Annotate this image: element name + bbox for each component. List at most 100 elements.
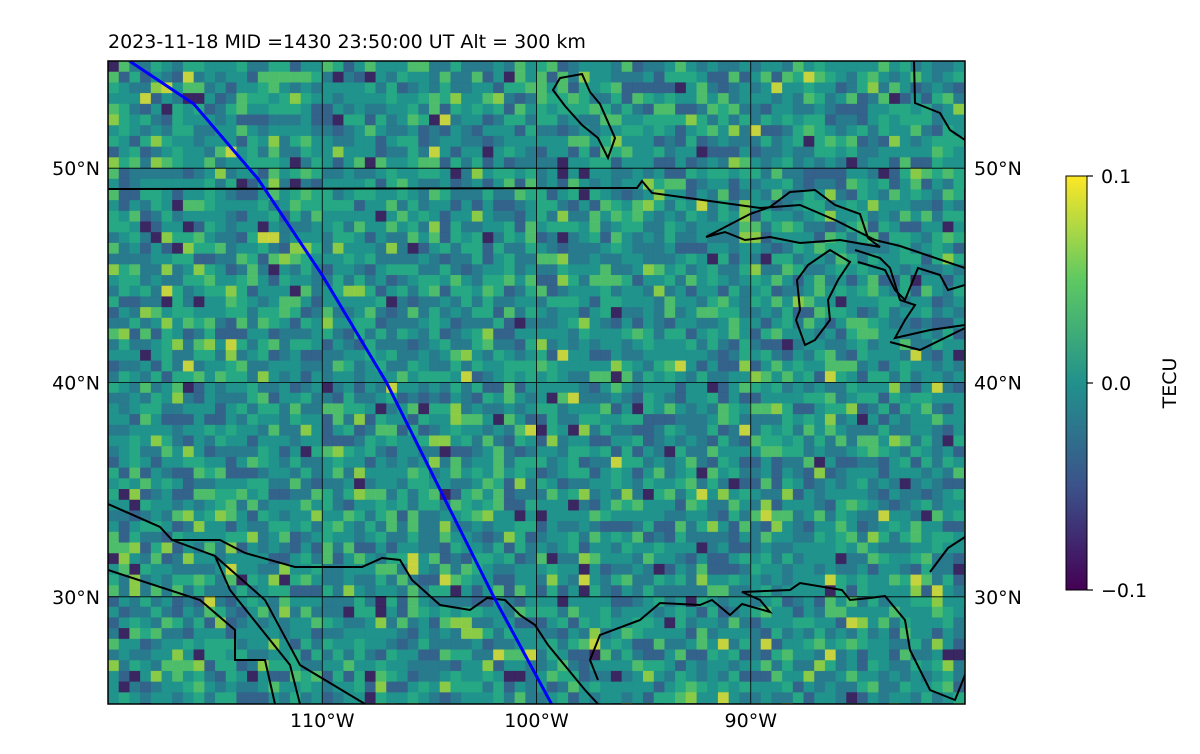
tec-cell [108,510,119,522]
tec-cell [632,328,644,340]
tec-cell [814,189,826,201]
tec-cell [632,125,644,137]
tec-cell [396,371,408,383]
tec-cell [225,339,237,351]
tec-cell [429,339,440,351]
tec-cell [717,82,729,94]
tec-cell [311,168,323,179]
tec-cell [429,435,440,447]
tec-cell [215,414,226,426]
tec-cell [846,275,858,286]
tec-cell [289,253,301,265]
tec-cell [364,103,376,115]
tec-cell [439,285,451,297]
tec-cell [782,670,794,682]
tec-cell [600,168,612,179]
tec-cell [140,328,152,340]
tec-cell [536,157,547,169]
tec-cell [685,61,697,72]
tec-cell [450,61,462,72]
tec-cell [108,103,119,115]
tec-cell [750,681,761,693]
tec-cell [418,553,430,565]
tec-cell [247,510,259,522]
tec-cell [129,93,141,105]
tec-cell [354,135,366,147]
tec-cell [514,200,526,212]
tec-cell [782,414,794,426]
latitude-label: 30°N [974,587,1022,609]
tec-cell [332,628,344,640]
tec-cell [835,114,847,126]
tec-cell [739,296,751,308]
tec-cell [461,692,473,704]
tec-cell [942,339,954,351]
tec-cell [632,382,644,393]
colorbar: 0.10.0−0.1 TECU [1065,166,1181,602]
tec-cell [867,681,879,693]
tec-cell [696,617,708,629]
tec-cell [471,424,483,436]
tec-cell [824,242,836,254]
tec-cell [589,553,601,565]
tec-cell [557,317,569,329]
tec-cell [354,681,366,693]
tec-cell [236,157,248,169]
tec-cell [525,371,537,383]
tec-cell [268,71,280,83]
tec-cell [364,574,376,586]
tec-cell [792,264,804,276]
tec-cell [129,542,141,554]
tec-cell [140,649,152,661]
tec-cell [921,114,933,126]
tec-cell [921,360,933,372]
tec-cell [889,103,901,115]
tec-cell [621,146,633,158]
tec-cell [386,435,398,447]
tec-cell [867,424,879,436]
tec-cell [835,146,847,158]
tec-cell [557,339,569,351]
tec-cell [610,285,622,297]
tec-cell [204,168,216,179]
latitude-label: 30°N [52,587,100,609]
tec-cell [739,317,751,329]
tec-cell [632,253,644,265]
tec-cell [653,446,665,458]
tec-cell [247,499,259,511]
tec-cell [375,606,387,618]
tec-cell [707,414,719,426]
tec-cell [172,392,184,404]
tec-cell [268,221,280,233]
tec-cell [343,317,355,329]
tec-cell [300,563,312,575]
tec-cell [407,606,419,618]
tec-cell [889,328,901,340]
tec-cell [610,489,622,500]
tec-cell [803,392,815,404]
tec-cell [343,574,355,586]
tec-cell [696,210,708,222]
tec-cell [493,531,505,543]
tec-cell [129,489,141,500]
tec-cell [150,168,162,179]
tec-cell [600,414,612,426]
tec-cell [418,61,430,72]
tec-cell [493,638,505,650]
tec-cell [193,253,205,265]
tec-cell [696,103,708,115]
tec-cell [268,660,280,672]
tec-cell [268,585,280,597]
tec-cell [557,596,569,607]
tec-cell [182,649,194,661]
tec-cell [193,146,205,158]
tec-cell [300,189,312,201]
tec-cell [182,275,194,286]
tec-cell [803,317,815,329]
tec-cell [760,670,772,682]
tec-cell [332,168,344,179]
tec-cell [536,253,547,265]
tec-cell [418,93,430,105]
tec-cell [257,296,269,308]
tec-cell [247,371,259,383]
